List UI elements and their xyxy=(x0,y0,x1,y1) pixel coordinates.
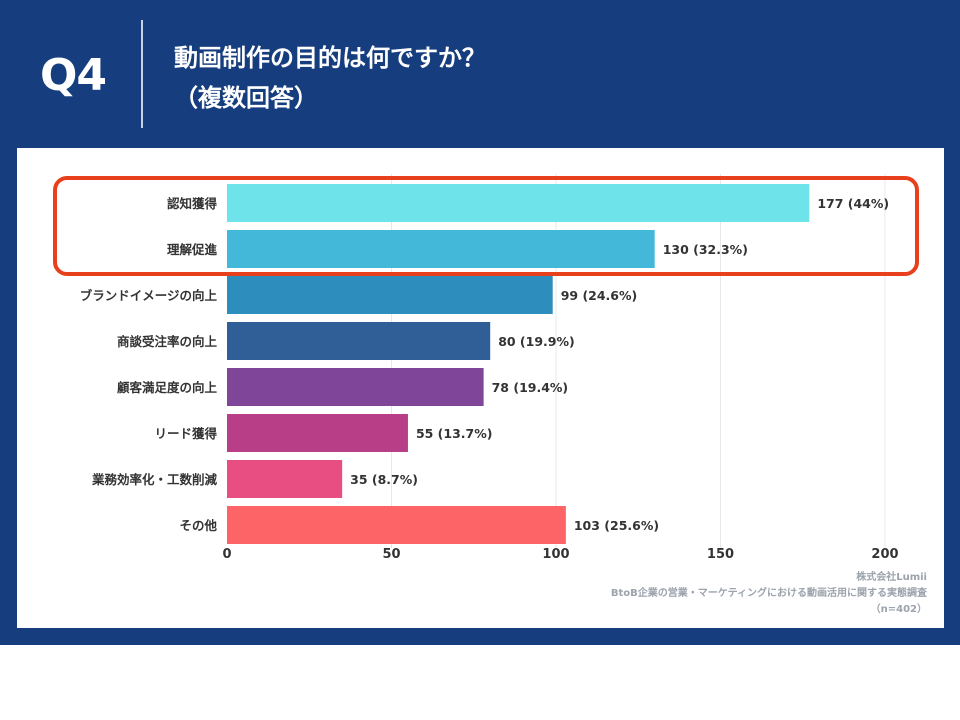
bar xyxy=(227,506,566,544)
x-tick-label: 200 xyxy=(871,547,898,562)
value-label: 78 (19.4%) xyxy=(492,380,569,395)
value-label: 99 (24.6%) xyxy=(561,288,638,303)
category-label: ブランドイメージの向上 xyxy=(80,288,218,303)
value-label: 55 (13.7%) xyxy=(416,426,493,441)
bar xyxy=(227,414,408,452)
source-company: 株式会社Lumii xyxy=(856,572,927,583)
x-tick-label: 150 xyxy=(707,547,734,562)
header-divider xyxy=(141,20,143,128)
x-tick-label: 50 xyxy=(382,547,400,562)
category-label: 顧客満足度の向上 xyxy=(117,380,218,395)
value-label: 80 (19.9%) xyxy=(498,334,575,349)
bar xyxy=(227,230,655,268)
source-note: 株式会社Lumii BtoB企業の営業・マーケティングにおける動画活用に関する実… xyxy=(327,570,927,618)
bar xyxy=(227,184,810,222)
chart-card: 0 50 100 150 200 認知獲得 177 (44%) 理解促進 130 (32.3%)… xyxy=(17,148,944,628)
bar xyxy=(227,460,343,498)
bar-chart: 0 50 100 150 200 認知獲得 177 (44%) 理解促進 130 (32.3%)… xyxy=(53,174,919,562)
title-line-2: （複数回答） xyxy=(174,84,318,112)
bar xyxy=(227,368,484,406)
title-line-1: 動画制作の目的は何ですか？ xyxy=(174,44,486,72)
bar xyxy=(227,322,491,360)
category-label: その他 xyxy=(179,518,217,533)
x-tick-label: 100 xyxy=(542,547,569,562)
category-label: 理解促進 xyxy=(167,242,218,257)
page-title: 動画制作の目的は何ですか？ （複数回答） xyxy=(174,38,894,118)
category-label: 業務効率化・工数削減 xyxy=(91,472,218,487)
category-label: 認知獲得 xyxy=(167,196,218,211)
value-label: 103 (25.6%) xyxy=(574,518,659,533)
value-label: 130 (32.3%) xyxy=(663,242,748,257)
category-label: 商談受注率の向上 xyxy=(117,334,218,349)
value-label: 177 (44%) xyxy=(817,196,889,211)
bar xyxy=(227,276,553,314)
source-sample: （n=402） xyxy=(870,604,927,615)
category-label: リード獲得 xyxy=(154,426,217,441)
question-label: Q4 xyxy=(40,50,107,101)
value-label: 35 (8.7%) xyxy=(350,472,418,487)
source-survey: BtoB企業の営業・マーケティングにおける動画活用に関する実態調査 xyxy=(610,588,927,599)
highlight-frame xyxy=(53,176,919,276)
x-tick-label: 0 xyxy=(222,547,231,562)
